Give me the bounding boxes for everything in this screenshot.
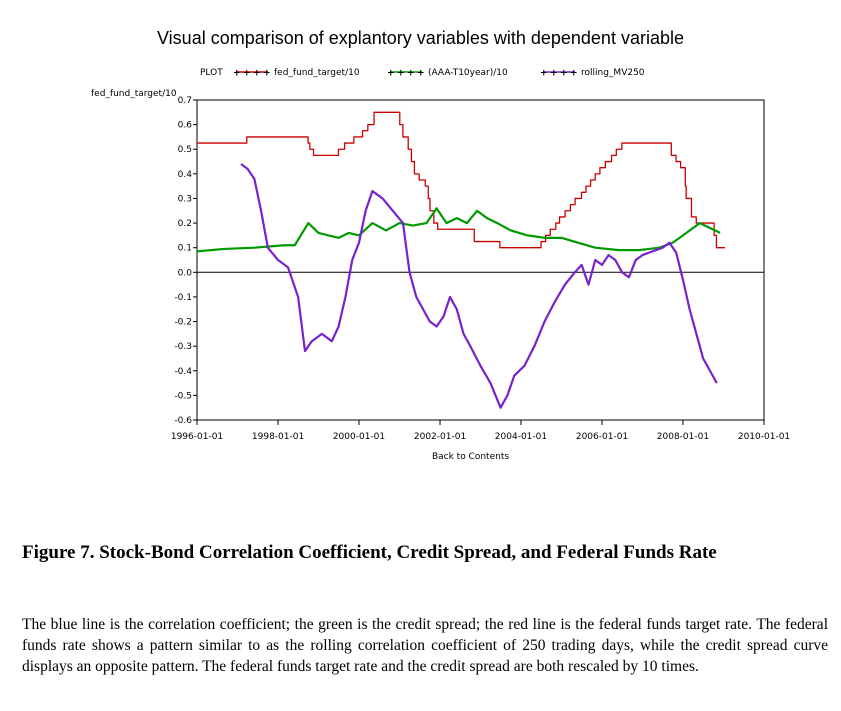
y-tick-label: 0.5 bbox=[178, 145, 192, 155]
legend-label: rolling_MV250 bbox=[581, 68, 645, 78]
y-tick-label: -0.4 bbox=[174, 367, 192, 377]
y-tick-label: 0.1 bbox=[178, 244, 192, 254]
legend-marker: + bbox=[407, 69, 415, 79]
x-tick-label: 1996-01-01 bbox=[171, 432, 223, 442]
legend-marker: + bbox=[263, 69, 271, 79]
series-line bbox=[240, 163, 718, 409]
y-tick-label: -0.3 bbox=[174, 342, 192, 352]
y-tick-label: -0.1 bbox=[174, 293, 192, 303]
chart-svg: 0.7 0.6 0.5 0.4 0.3 0.2 0.1 0.0 -0.1 -0.2 -0.3 -0.4… bbox=[91, 68, 790, 462]
legend-marker: + bbox=[560, 69, 568, 79]
legend-marker: + bbox=[570, 69, 578, 79]
y-tick-label: 0.7 bbox=[178, 96, 192, 106]
series-line bbox=[196, 207, 721, 253]
legend-marker: + bbox=[540, 69, 548, 79]
legend-marker: + bbox=[387, 69, 395, 79]
legend-marker: + bbox=[233, 69, 241, 79]
chart-title: Visual comparison of explantory variable… bbox=[157, 28, 684, 48]
x-tick-label: 2008-01-01 bbox=[657, 432, 709, 442]
y-tick-label: 0.4 bbox=[178, 170, 193, 180]
series-line bbox=[197, 111, 726, 249]
legend-marker: + bbox=[550, 69, 558, 79]
legend-marker: + bbox=[417, 69, 425, 79]
y-axis-label: fed_fund_target/10 bbox=[91, 89, 177, 99]
x-tick-label: 2006-01-01 bbox=[576, 432, 628, 442]
legend-title: PLOT bbox=[200, 68, 223, 78]
y-tick-label: -0.5 bbox=[174, 391, 192, 401]
x-tick-label: 2004-01-01 bbox=[495, 432, 547, 442]
legend-label: fed_fund_target/10 bbox=[274, 68, 360, 78]
legend-marker: + bbox=[243, 69, 251, 79]
x-tick-label: 2010-01-01 bbox=[738, 432, 790, 442]
legend-marker: + bbox=[253, 69, 261, 79]
legend-label: (AAA-T10year)/10 bbox=[428, 68, 508, 78]
figure-caption-title: Figure 7. Stock-Bond Correlation Coeffic… bbox=[22, 542, 717, 563]
figure-caption-body: The blue line is the correlation coeffic… bbox=[22, 616, 828, 675]
chart-container: Visual comparison of explantory variable… bbox=[91, 28, 790, 462]
x-tick-label: 1998-01-01 bbox=[252, 432, 304, 442]
y-tick-label: 0.2 bbox=[178, 219, 192, 229]
y-tick-label: -0.2 bbox=[174, 318, 192, 328]
y-tick-label: 0.3 bbox=[178, 194, 192, 204]
plot-frame bbox=[196, 99, 765, 421]
y-tick-label: 0.6 bbox=[178, 121, 193, 131]
x-tick-label: 2002-01-01 bbox=[414, 432, 466, 442]
y-tick-label: -0.6 bbox=[174, 416, 192, 426]
x-tick-label: 2000-01-01 bbox=[333, 432, 385, 442]
x-axis-label: Back to Contents bbox=[432, 452, 509, 462]
y-tick-label: 0.0 bbox=[178, 268, 193, 278]
legend-marker: + bbox=[397, 69, 405, 79]
